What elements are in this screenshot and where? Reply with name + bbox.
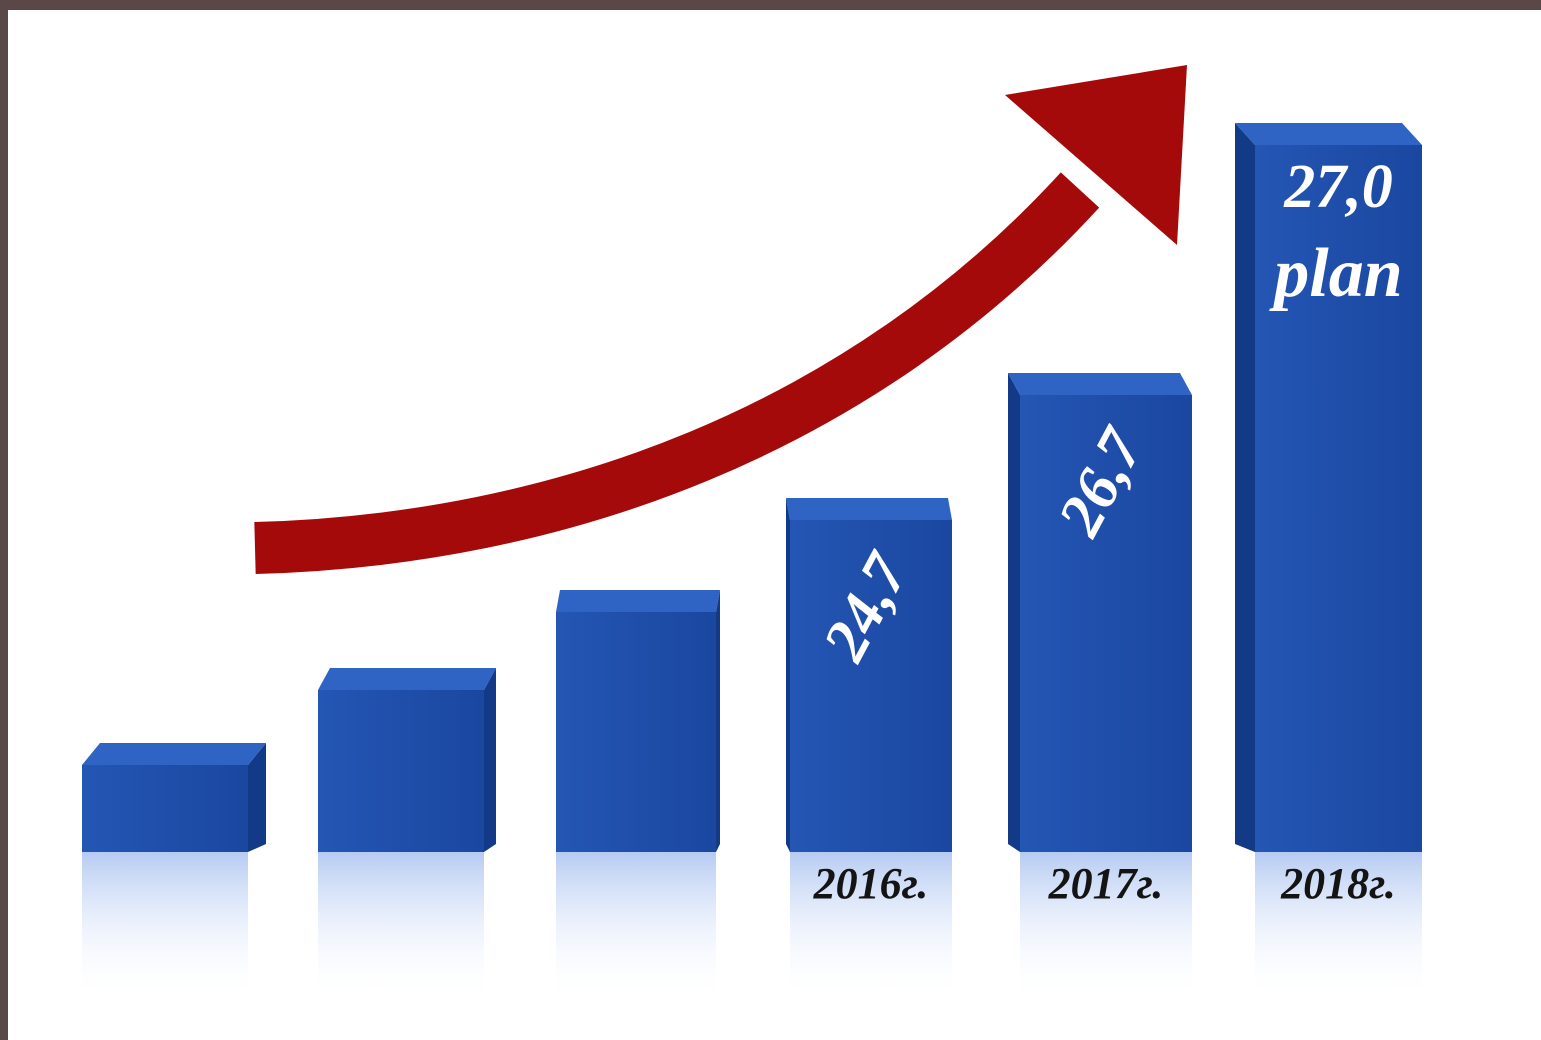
bar	[1008, 373, 1192, 852]
bar	[82, 743, 266, 852]
bar-reflection	[1020, 852, 1192, 1002]
bar-side	[1235, 123, 1255, 852]
bar	[786, 498, 952, 852]
x-tick-label: 2016г.	[813, 859, 929, 908]
bar-top	[82, 743, 266, 765]
bar-front	[318, 690, 484, 852]
bar-side	[484, 668, 496, 852]
arrow-shaft	[254, 172, 1100, 574]
x-tick-label: 2017г.	[1048, 859, 1164, 908]
annotation: plan	[1269, 235, 1402, 312]
bar-front	[82, 765, 248, 852]
bar-front	[556, 612, 716, 852]
bar-top	[1235, 123, 1422, 145]
bar-side	[248, 743, 266, 852]
bar-front	[1020, 395, 1192, 852]
bar-top	[1008, 373, 1192, 395]
bar-top	[556, 590, 720, 612]
bar-reflection	[318, 852, 484, 1002]
bar-reflection	[556, 852, 716, 1002]
bar-reflection	[1255, 852, 1422, 1002]
bar	[556, 590, 720, 852]
bar-front	[790, 520, 952, 852]
bar	[1235, 123, 1422, 852]
bar-side	[1008, 373, 1020, 852]
x-tick-label: 2018г.	[1280, 859, 1396, 908]
bar-side	[716, 590, 720, 852]
bar-reflection	[82, 852, 248, 1002]
trend-arrow	[254, 65, 1187, 574]
bar-side	[786, 498, 790, 852]
bar-top	[786, 498, 952, 520]
arrow-head	[1005, 65, 1187, 245]
bar	[318, 668, 496, 852]
bar-reflection	[790, 852, 952, 1002]
value-label: 27,0	[1283, 153, 1393, 221]
bar-front	[1255, 145, 1422, 852]
bar-top	[318, 668, 496, 690]
